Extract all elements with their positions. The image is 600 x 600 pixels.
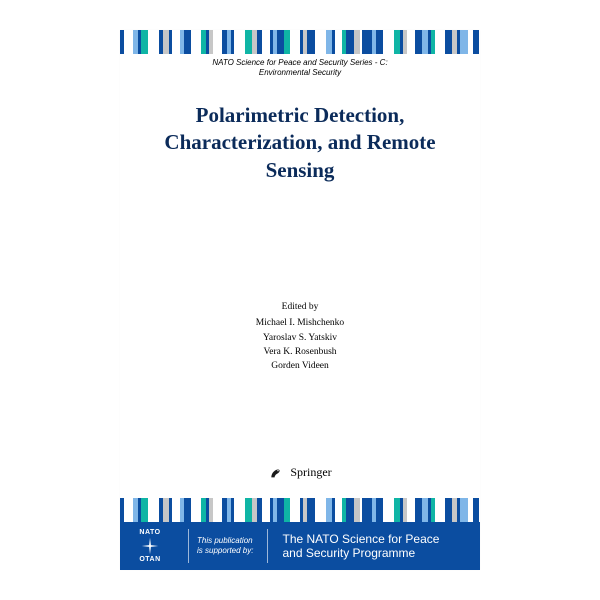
- book-cover: NATO Science for Peace and Security Seri…: [120, 30, 480, 570]
- nato-compass-icon: [141, 537, 159, 555]
- editor-name: Vera K. Rosenbush: [120, 345, 480, 359]
- nato-text-top: NATO: [139, 529, 160, 536]
- editor-name: Yaroslav S. Yatskiv: [120, 331, 480, 345]
- publisher-name: Springer: [290, 465, 331, 480]
- footer-programme: The NATO Science for Peace and Security …: [282, 532, 439, 561]
- editors-block: Edited by Michael I. Mishchenko Yaroslav…: [120, 300, 480, 373]
- editor-name: Michael I. Mishchenko: [120, 316, 480, 330]
- footer-divider: [188, 529, 189, 563]
- barcode-top: [120, 30, 480, 54]
- footer-divider-2: [267, 529, 268, 563]
- series-label: NATO Science for Peace and Security Seri…: [120, 58, 480, 78]
- footer-text: This publication is supported by: The NA…: [197, 529, 480, 563]
- barcode-bottom: [120, 498, 480, 522]
- publisher: Springer: [120, 464, 480, 480]
- footer-supported-by: This publication is supported by:: [197, 536, 253, 555]
- editor-name: Gorden Videen: [120, 359, 480, 373]
- series-line1: NATO Science for Peace and Security Seri…: [120, 58, 480, 68]
- footer-band: NATO OTAN This publication is supported …: [120, 522, 480, 570]
- series-line2: Environmental Security: [120, 68, 480, 78]
- nato-text-bottom: OTAN: [139, 556, 160, 563]
- main-title: Polarimetric Detection, Characterization…: [140, 102, 460, 184]
- edited-by-label: Edited by: [120, 300, 480, 314]
- nato-logo: NATO OTAN: [120, 522, 180, 570]
- springer-horse-icon: [268, 464, 284, 480]
